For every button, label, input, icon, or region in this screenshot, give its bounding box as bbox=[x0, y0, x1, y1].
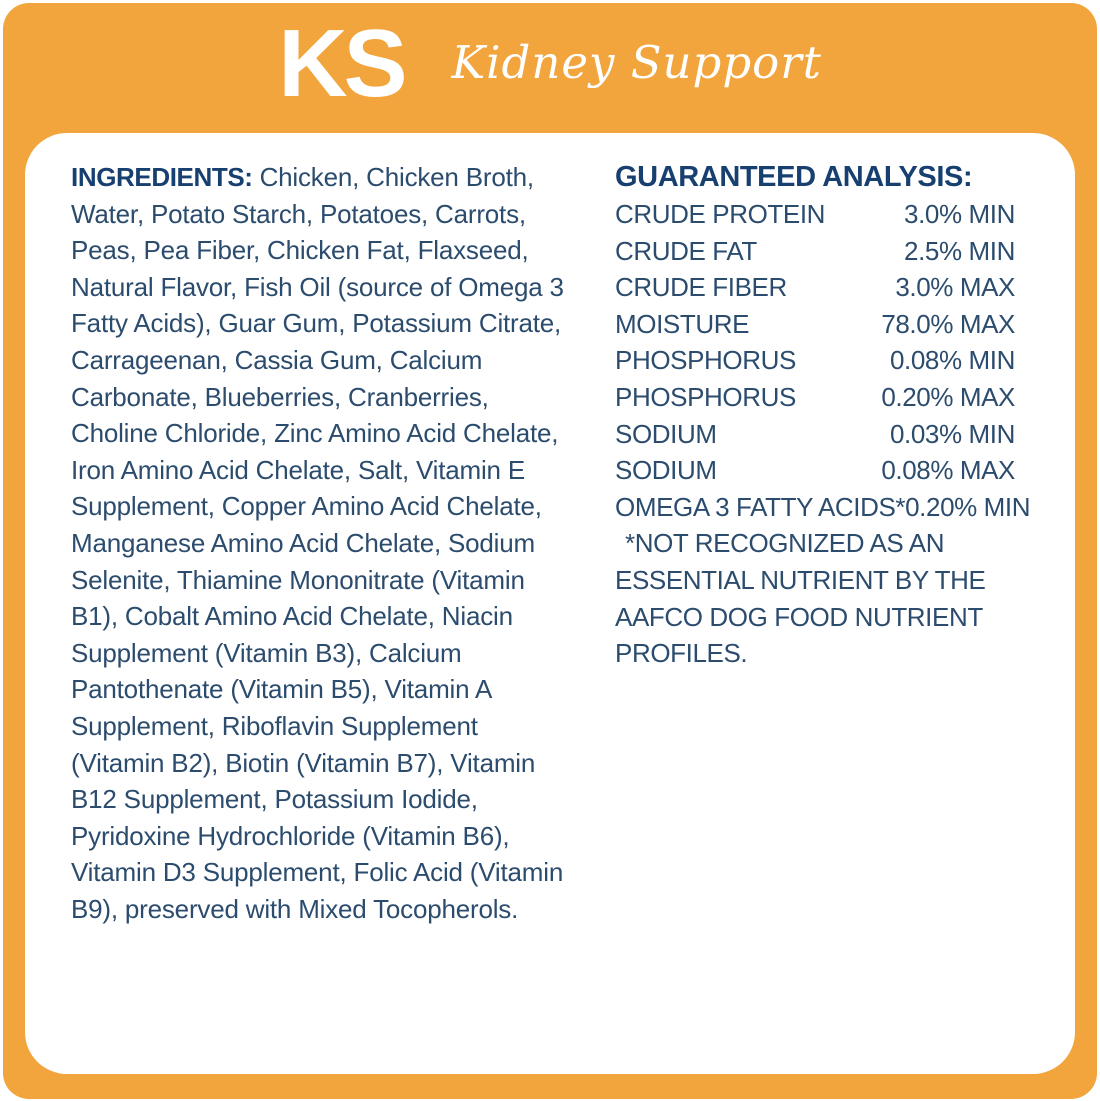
brand-abbreviation: KS bbox=[278, 10, 407, 117]
label-card: KS Kidney Support INGREDIENTS: Chicken, … bbox=[3, 3, 1097, 1099]
nutrient-name: MOISTURE bbox=[615, 308, 750, 339]
guaranteed-analysis-title: GUARANTEED ANALYSIS: bbox=[615, 161, 973, 193]
nutrient-name: SODIUM bbox=[615, 455, 717, 486]
ingredients-paragraph: INGREDIENTS: Chicken, Chicken Broth, Wat… bbox=[71, 159, 573, 927]
ingredients-label: INGREDIENTS: bbox=[71, 162, 253, 192]
nutrient-value: 0.08% MAX bbox=[881, 455, 1015, 486]
analysis-row: SODIUM 0.03% MIN bbox=[615, 416, 1015, 453]
product-name: Kidney Support bbox=[451, 35, 822, 89]
nutrient-value: 0.08% MIN bbox=[889, 345, 1015, 376]
nutrient-value: 0.03% MIN bbox=[889, 418, 1015, 449]
nutrient-value: 3.0% MIN bbox=[904, 199, 1015, 229]
analysis-row: MOISTURE 78.0% MAX bbox=[615, 306, 1015, 343]
analysis-row: CRUDE FAT 2.5% MIN bbox=[615, 233, 1015, 270]
ingredients-section: INGREDIENTS: Chicken, Chicken Broth, Wat… bbox=[71, 159, 573, 927]
nutrient-value: 78.0% MAX bbox=[881, 308, 1015, 339]
nutrient-name: PHOSPHORUS bbox=[615, 381, 796, 412]
analysis-footnote: *NOT RECOGNIZED AS AN ESSENTIAL NUTRIENT… bbox=[615, 528, 986, 669]
nutrient-value: 2.5% MIN bbox=[904, 235, 1015, 266]
nutrient-name: CRUDE FIBER bbox=[615, 272, 787, 303]
nutrient-value: 0.20% MAX bbox=[881, 381, 1015, 412]
analysis-row: CRUDE FIBER 3.0% MAX bbox=[615, 269, 1015, 306]
nutrient-name: OMEGA 3 FATTY ACIDS* bbox=[615, 491, 906, 522]
nutrient-name: PHOSPHORUS bbox=[615, 345, 796, 376]
analysis-row: CRUDE PROTEIN 3.0% MIN bbox=[615, 196, 1015, 233]
analysis-table: CRUDE PROTEIN 3.0% MIN CRUDE FAT 2.5% MI… bbox=[615, 196, 1031, 526]
analysis-row: PHOSPHORUS 0.20% MAX bbox=[615, 379, 1015, 416]
nutrient-name: CRUDE PROTEIN bbox=[615, 199, 826, 229]
guaranteed-analysis-section: GUARANTEED ANALYSIS: CRUDE PROTEIN 3.0% … bbox=[615, 159, 1031, 672]
content-panel: INGREDIENTS: Chicken, Chicken Broth, Wat… bbox=[25, 133, 1075, 1074]
analysis-row: OMEGA 3 FATTY ACIDS* 0.20% MIN bbox=[615, 489, 1031, 526]
nutrient-value: 0.20% MIN bbox=[905, 491, 1031, 522]
nutrient-value: 3.0% MAX bbox=[895, 272, 1015, 303]
ingredients-text: Chicken, Chicken Broth, Water, Potato St… bbox=[71, 162, 564, 924]
nutrient-name: CRUDE FAT bbox=[615, 235, 757, 266]
analysis-row: PHOSPHORUS 0.08% MIN bbox=[615, 342, 1015, 379]
nutrient-name: SODIUM bbox=[615, 418, 717, 449]
label-header: KS Kidney Support bbox=[3, 3, 1097, 131]
analysis-row: SODIUM 0.08% MAX bbox=[615, 452, 1015, 489]
